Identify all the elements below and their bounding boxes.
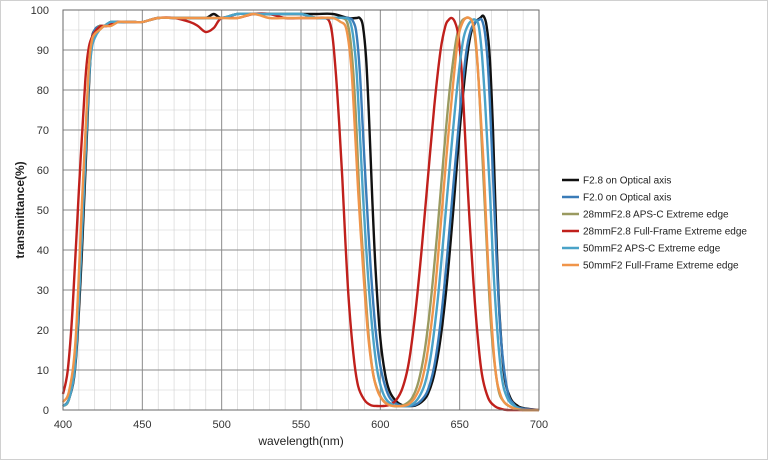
y-tick-label: 40 — [37, 245, 49, 257]
y-tick-label: 80 — [37, 85, 49, 97]
x-tick-label: 600 — [371, 419, 389, 431]
y-axis-title: transmittance(%) — [13, 161, 27, 258]
legend-label: 28mmF2.8 Full-Frame Extreme edge — [583, 227, 747, 238]
y-tick-label: 30 — [37, 285, 49, 297]
legend-label: 50mmF2 Full-Frame Extreme edge — [583, 261, 739, 272]
x-axis-title: wavelength(nm) — [257, 434, 343, 448]
legend-label: F2.0 on Optical axis — [583, 193, 671, 204]
legend-label: 28mmF2.8 APS-C Extreme edge — [583, 210, 729, 221]
x-tick-label: 500 — [212, 419, 230, 431]
plot-border — [62, 9, 540, 411]
x-tick-label: 550 — [292, 419, 310, 431]
x-tick-label: 450 — [133, 419, 151, 431]
x-tick-label: 650 — [450, 419, 468, 431]
axes: 400 450 500 550 600 650 700 0 10 20 30 40 50 60 70 80 90… — [31, 5, 549, 431]
y-tick-label: 60 — [37, 165, 49, 177]
legend-label: F2.8 on Optical axis — [583, 176, 671, 187]
y-tick-label: 50 — [37, 205, 49, 217]
legend: F2.8 on Optical axis F2.0 on Optical axis… — [562, 176, 747, 272]
x-tick-label: 700 — [530, 419, 548, 431]
y-tick-label: 90 — [37, 45, 49, 57]
series-lines — [61, 12, 540, 412]
x-tick-label: 400 — [54, 419, 72, 431]
series-line-5 — [62, 12, 540, 412]
y-tick-label: 0 — [43, 405, 49, 417]
y-tick-label: 100 — [31, 5, 49, 17]
y-tick-label: 70 — [37, 125, 49, 137]
series-line-6 — [61, 12, 540, 412]
grid — [62, 9, 540, 411]
y-tick-label: 10 — [37, 365, 49, 377]
legend-label: 50mmF2 APS-C Extreme edge — [583, 244, 721, 255]
y-tick-label: 20 — [37, 325, 49, 337]
